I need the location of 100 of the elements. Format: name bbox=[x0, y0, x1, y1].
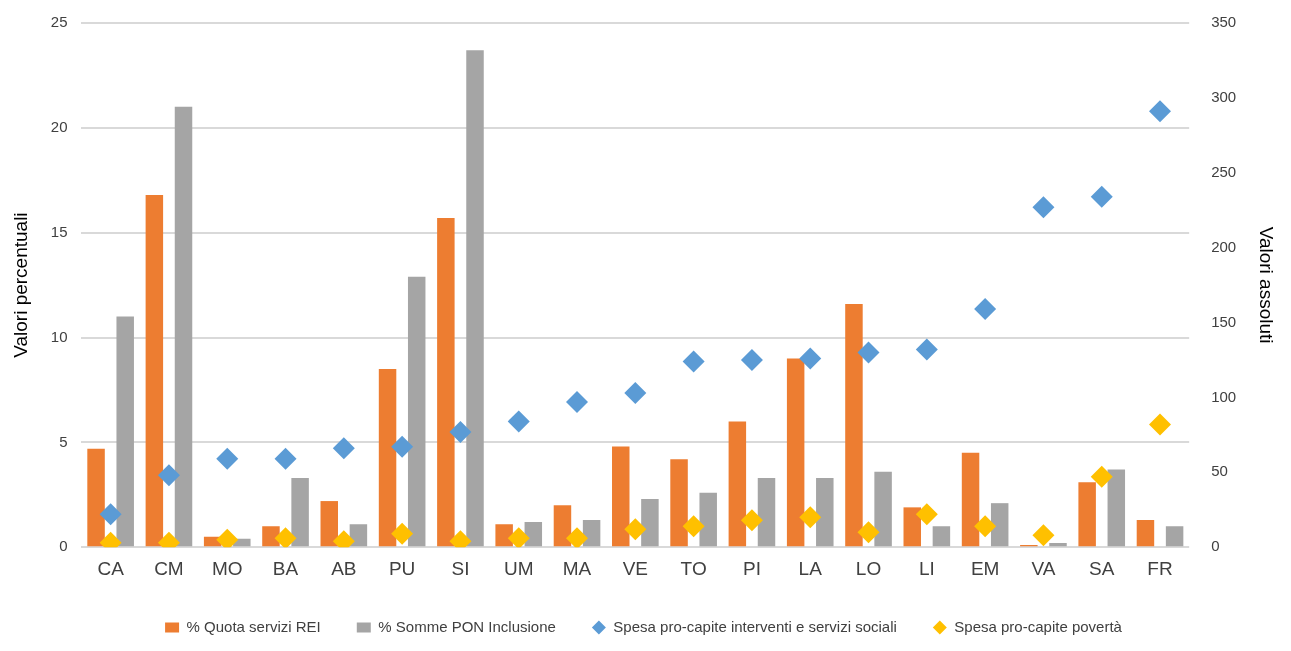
y-tick-label: 5 bbox=[59, 432, 68, 450]
bar bbox=[349, 524, 368, 547]
point bbox=[391, 522, 414, 545]
bar bbox=[437, 218, 455, 547]
y-axis-title: Valori percentuali bbox=[9, 212, 31, 358]
bar bbox=[874, 471, 892, 547]
point bbox=[740, 509, 763, 532]
bar bbox=[612, 446, 630, 547]
bar bbox=[728, 421, 747, 547]
y2-tick-label: 300 bbox=[1211, 88, 1237, 106]
point bbox=[1090, 465, 1113, 488]
x-tick-label: LA bbox=[798, 557, 823, 579]
y-tick-label: 10 bbox=[50, 327, 68, 345]
x-tick-label: UM bbox=[503, 557, 534, 579]
y2-tick-label: 350 bbox=[1211, 13, 1237, 31]
point bbox=[449, 420, 472, 443]
point bbox=[274, 447, 297, 470]
bar bbox=[845, 303, 863, 547]
x-tick-label: PI bbox=[742, 557, 761, 579]
bar bbox=[466, 50, 484, 547]
point bbox=[99, 503, 122, 526]
x-tick-label: CA bbox=[97, 557, 125, 579]
bar bbox=[816, 478, 834, 547]
bar bbox=[116, 316, 134, 547]
x-tick-label: SA bbox=[1089, 557, 1115, 579]
bar bbox=[903, 507, 921, 547]
y2-axis-title: Valori assoluti bbox=[1256, 226, 1278, 344]
bar bbox=[932, 526, 951, 547]
point bbox=[857, 341, 880, 364]
point bbox=[1032, 524, 1055, 547]
point bbox=[740, 348, 763, 371]
y-tick-label: 0 bbox=[59, 537, 68, 555]
bar bbox=[87, 448, 105, 547]
bar bbox=[553, 505, 572, 547]
point bbox=[682, 515, 705, 538]
x-tick-label: EM bbox=[970, 557, 1000, 579]
y2-tick-label: 0 bbox=[1211, 537, 1220, 555]
point bbox=[1149, 413, 1172, 436]
y2-tick-label: 250 bbox=[1211, 162, 1237, 180]
bar bbox=[378, 368, 397, 547]
bar bbox=[145, 194, 164, 547]
x-tick-label: VE bbox=[622, 557, 649, 579]
point bbox=[507, 527, 530, 548]
point bbox=[682, 350, 705, 373]
point bbox=[1149, 100, 1172, 123]
point bbox=[332, 437, 355, 460]
bar bbox=[1136, 519, 1155, 547]
point bbox=[566, 390, 589, 413]
x-tick-label: VA bbox=[1031, 557, 1056, 579]
legend-label: % Quota servizi REI bbox=[186, 617, 321, 635]
x-tick-label: CM bbox=[154, 557, 184, 579]
point bbox=[157, 464, 180, 487]
point bbox=[1090, 185, 1113, 208]
legend-label: % Somme PON Inclusione bbox=[378, 617, 556, 635]
point bbox=[274, 527, 297, 548]
point bbox=[974, 298, 997, 321]
bar bbox=[174, 106, 193, 547]
x-tick-label: FR bbox=[1147, 557, 1173, 579]
point bbox=[974, 515, 997, 538]
point bbox=[391, 435, 414, 458]
point bbox=[216, 528, 239, 548]
y2-tick-label: 200 bbox=[1211, 237, 1237, 255]
y2-tick-label: 100 bbox=[1211, 387, 1237, 405]
x-tick-label: PU bbox=[388, 557, 416, 579]
point bbox=[857, 521, 880, 544]
bar bbox=[699, 492, 717, 547]
y2-tick-label: 50 bbox=[1211, 462, 1228, 480]
x-tick-label: MO bbox=[211, 557, 243, 579]
point bbox=[799, 347, 822, 370]
bar bbox=[961, 452, 980, 547]
y2-tick-label: 150 bbox=[1211, 312, 1237, 330]
bar bbox=[1078, 482, 1096, 547]
legend-label: Spesa pro-capite interventi e servizi sociali bbox=[613, 617, 897, 635]
bar bbox=[670, 459, 688, 547]
bar bbox=[757, 478, 776, 547]
point bbox=[915, 503, 938, 526]
point bbox=[507, 410, 530, 433]
x-tick-label: LO bbox=[855, 557, 882, 579]
bar bbox=[524, 522, 543, 547]
x-tick-label: SI bbox=[451, 557, 470, 579]
y-tick-label: 20 bbox=[50, 117, 68, 135]
point bbox=[624, 381, 647, 404]
point bbox=[566, 527, 589, 548]
bar bbox=[641, 498, 659, 547]
y-tick-label: 25 bbox=[50, 13, 68, 31]
bar bbox=[1165, 526, 1184, 547]
bar bbox=[786, 358, 805, 547]
bar bbox=[1049, 543, 1067, 547]
bar bbox=[990, 503, 1009, 547]
point bbox=[624, 518, 647, 541]
bar bbox=[582, 519, 601, 547]
x-tick-label: TO bbox=[680, 557, 707, 579]
x-tick-label: LI bbox=[918, 557, 935, 579]
legend-label: Spesa pro-capite povertà bbox=[954, 617, 1123, 635]
bar bbox=[320, 501, 338, 547]
bar bbox=[495, 524, 513, 547]
x-tick-label: AB bbox=[331, 557, 357, 579]
point bbox=[915, 338, 938, 361]
bar bbox=[1107, 469, 1126, 547]
point bbox=[216, 447, 239, 470]
